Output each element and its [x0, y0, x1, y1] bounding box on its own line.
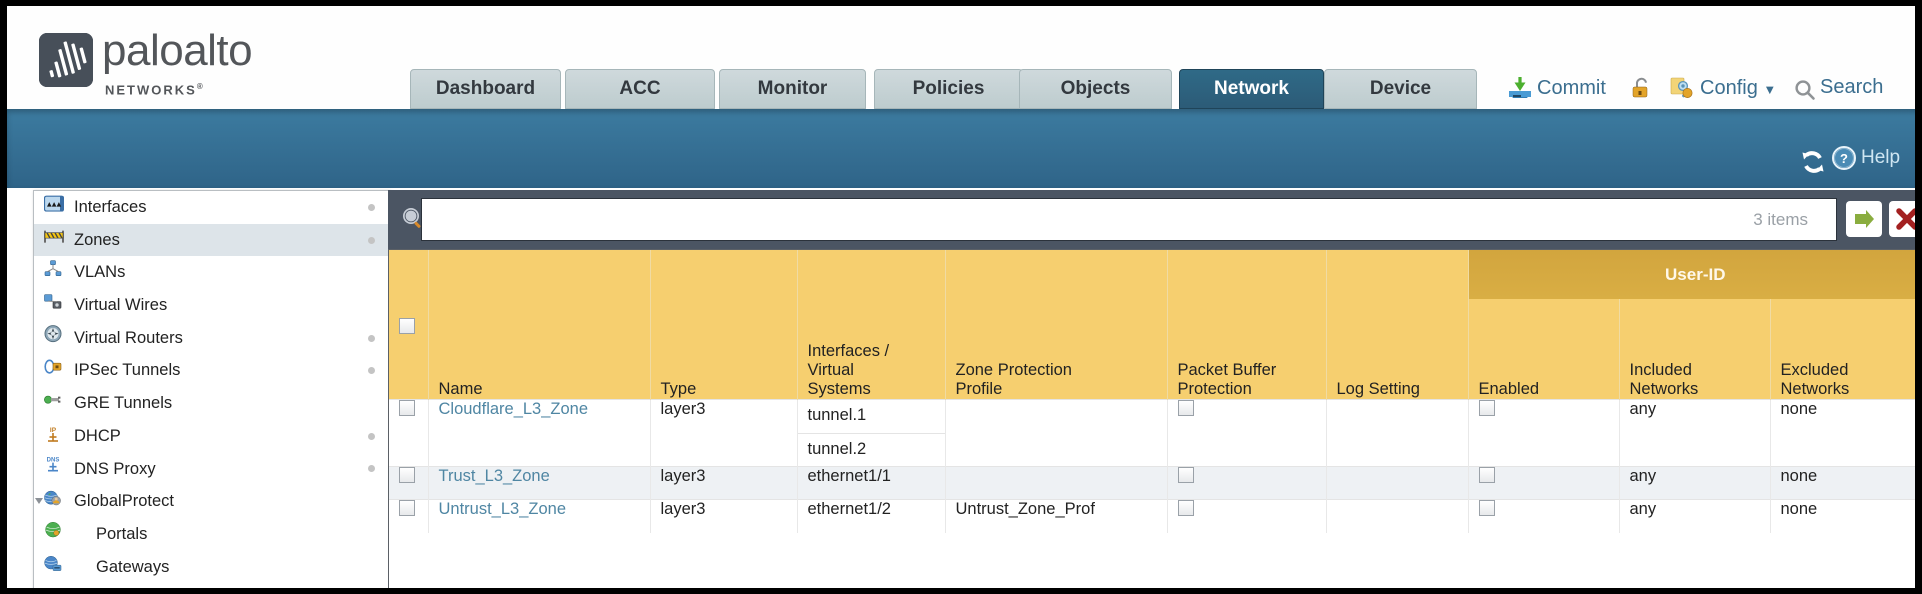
svg-text:IP: IP	[50, 427, 57, 434]
svg-text:?: ?	[1840, 151, 1848, 166]
